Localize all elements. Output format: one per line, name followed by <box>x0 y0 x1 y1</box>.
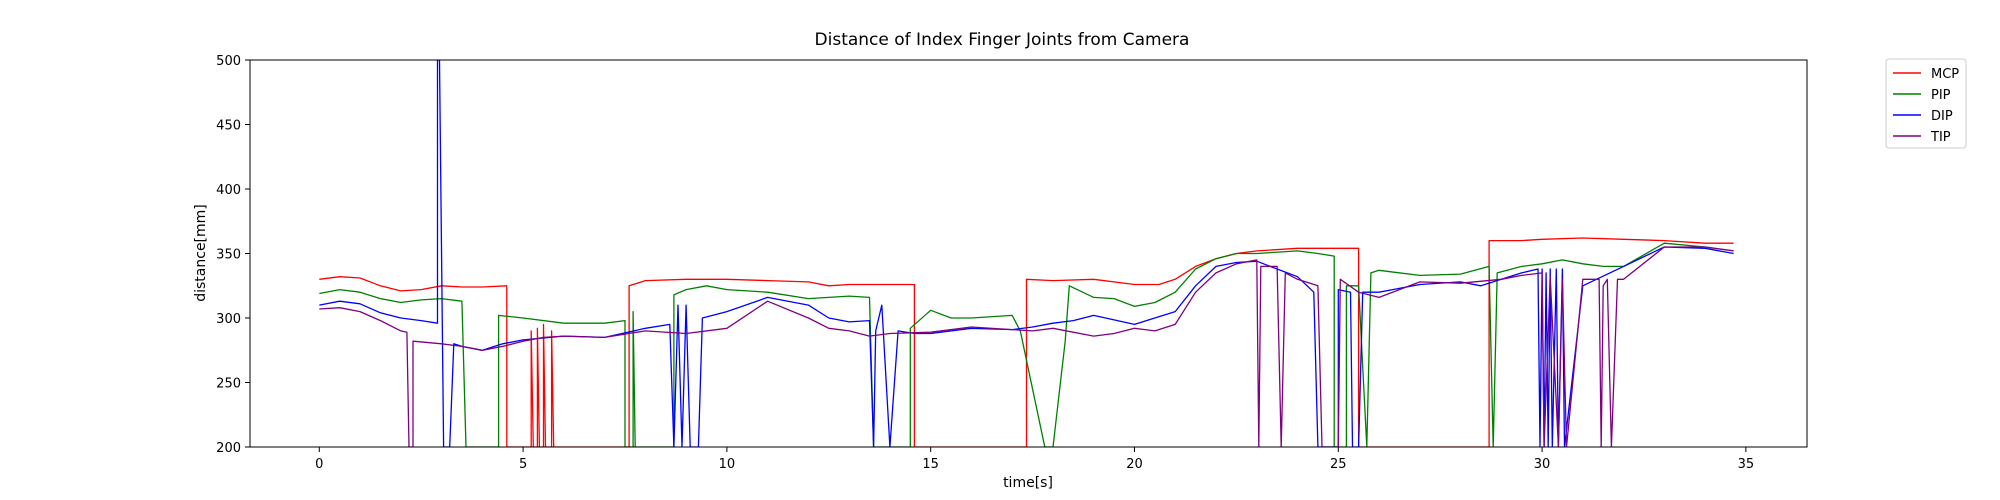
y-axis-ticks: 200 250 300 350 400 450 500 <box>216 54 250 456</box>
series-line-mcp <box>319 237 1734 447</box>
x-tick-label: 0 <box>315 457 323 472</box>
x-tick-label: 20 <box>1126 457 1143 472</box>
x-tick-label: 10 <box>719 457 736 472</box>
y-tick-label: 300 <box>216 312 241 327</box>
chart-title: Distance of Index Finger Joints from Cam… <box>815 30 1190 50</box>
y-axis-label: distance[mm] <box>193 204 209 302</box>
x-tick-label: 15 <box>922 457 939 472</box>
legend-label-dip: DIP <box>1931 109 1953 124</box>
x-tick-label: 35 <box>1738 457 1755 472</box>
y-tick-label: 450 <box>216 119 241 134</box>
series-line-dip <box>319 60 1734 447</box>
legend-label-pip: PIP <box>1931 88 1951 103</box>
x-tick-label: 25 <box>1330 457 1347 472</box>
x-tick-label: 5 <box>519 457 527 472</box>
y-tick-label: 200 <box>216 441 241 456</box>
legend-label-tip: TIP <box>1930 130 1951 145</box>
x-tick-label: 30 <box>1534 457 1551 472</box>
series-line-pip <box>319 242 1734 447</box>
series-line-tip <box>319 246 1734 447</box>
series-lines <box>319 60 1734 447</box>
y-tick-label: 400 <box>216 183 241 198</box>
y-tick-label: 250 <box>216 377 241 392</box>
legend-label-mcp: MCP <box>1931 67 1959 82</box>
plot-frame <box>249 59 1808 448</box>
legend: MCP PIP DIP TIP <box>1885 58 1967 149</box>
y-tick-label: 500 <box>216 54 241 69</box>
legend-frame <box>1885 58 1967 149</box>
x-axis-ticks: 0 5 10 15 20 25 30 35 <box>315 447 1754 472</box>
x-axis-label: time[s] <box>1003 475 1053 491</box>
y-tick-label: 350 <box>216 248 241 263</box>
